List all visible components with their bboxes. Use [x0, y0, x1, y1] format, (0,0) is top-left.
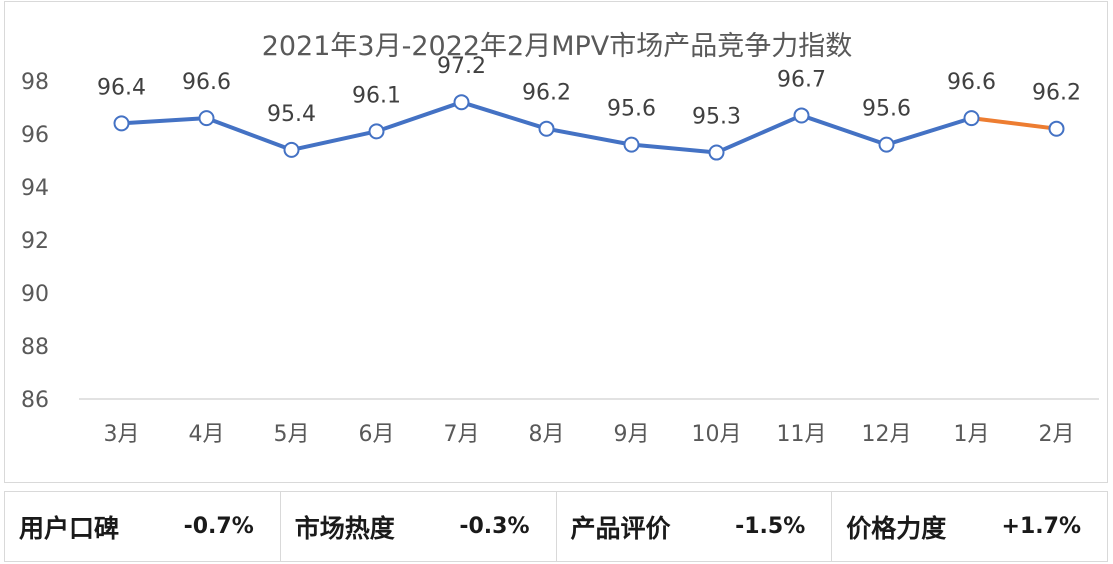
y-tick-label: 92 [21, 229, 49, 254]
data-point [283, 141, 300, 158]
metrics-summary-bar: 用户口碑 -0.7% 市场热度 -0.3% 产品评价 -1.5% 价格力度 +1… [4, 491, 1108, 562]
x-tick-label: 1月 [954, 422, 990, 447]
metric-label: 用户口碑 [19, 513, 120, 543]
metric-market-heat: 市场热度 -0.3% [281, 492, 557, 561]
y-tick-label: 86 [21, 388, 49, 413]
x-tick-label: 10月 [692, 422, 742, 447]
data-label: 95.4 [267, 102, 316, 127]
x-tick-label: 11月 [777, 422, 827, 447]
metric-value: +1.7% [1001, 514, 1081, 539]
x-tick-label: 6月 [359, 422, 395, 447]
chart-container: 2021年3月-2022年2月MPV市场产品竞争力指数 86 88 90 92 94 96… [4, 1, 1108, 483]
y-tick-label: 96 [21, 123, 49, 148]
x-tick-label: 12月 [862, 422, 912, 447]
data-label: 95.6 [862, 97, 911, 122]
data-label: 96.6 [947, 70, 996, 95]
data-point [963, 110, 980, 127]
line-chart: 86 88 90 92 94 96 98 3月 4月 5月 6月 7月 8月 9月 10月 11月 12月 1月… [21, 54, 1099, 447]
data-point [113, 115, 130, 132]
metric-product-rating: 产品评价 -1.5% [557, 492, 833, 561]
metric-user-reputation: 用户口碑 -0.7% [5, 492, 281, 561]
metric-value: -1.5% [735, 514, 806, 539]
data-point [878, 136, 895, 153]
data-label: 96.2 [1032, 81, 1081, 106]
x-tick-label: 8月 [529, 422, 565, 447]
data-point [793, 107, 810, 124]
data-point [453, 94, 470, 111]
x-tick-label: 4月 [189, 422, 225, 447]
metric-price-strength: 价格力度 +1.7% [832, 492, 1107, 561]
x-tick-label: 9月 [614, 422, 650, 447]
metric-label: 产品评价 [570, 513, 671, 543]
metric-value: -0.7% [183, 514, 254, 539]
y-tick-label: 88 [21, 335, 49, 360]
data-point [198, 110, 215, 127]
x-tick-label: 3月 [104, 422, 140, 447]
data-label: 95.3 [692, 105, 741, 130]
y-tick-label: 90 [21, 282, 49, 307]
series-line-last-segment [969, 116, 1059, 131]
data-label: 96.7 [777, 67, 826, 92]
data-label: 96.1 [352, 83, 401, 108]
data-label: 96.4 [97, 75, 146, 100]
data-point [623, 136, 640, 153]
y-tick-label: 94 [21, 176, 49, 201]
data-point [368, 123, 385, 140]
data-point [538, 120, 555, 137]
data-point [1048, 120, 1065, 137]
metric-value: -0.3% [459, 514, 530, 539]
y-tick-label: 98 [21, 70, 49, 95]
x-tick-label: 7月 [444, 422, 480, 447]
chart-title: 2021年3月-2022年2月MPV市场产品竞争力指数 [261, 31, 853, 62]
data-point [708, 144, 725, 161]
x-tick-label: 5月 [274, 422, 310, 447]
data-label: 96.6 [182, 70, 231, 95]
data-label: 97.2 [437, 54, 486, 79]
metric-label: 价格力度 [846, 513, 947, 543]
metric-label: 市场热度 [294, 513, 395, 543]
data-label: 96.2 [522, 81, 571, 106]
data-label: 95.6 [607, 97, 656, 122]
x-tick-label: 2月 [1039, 422, 1075, 447]
